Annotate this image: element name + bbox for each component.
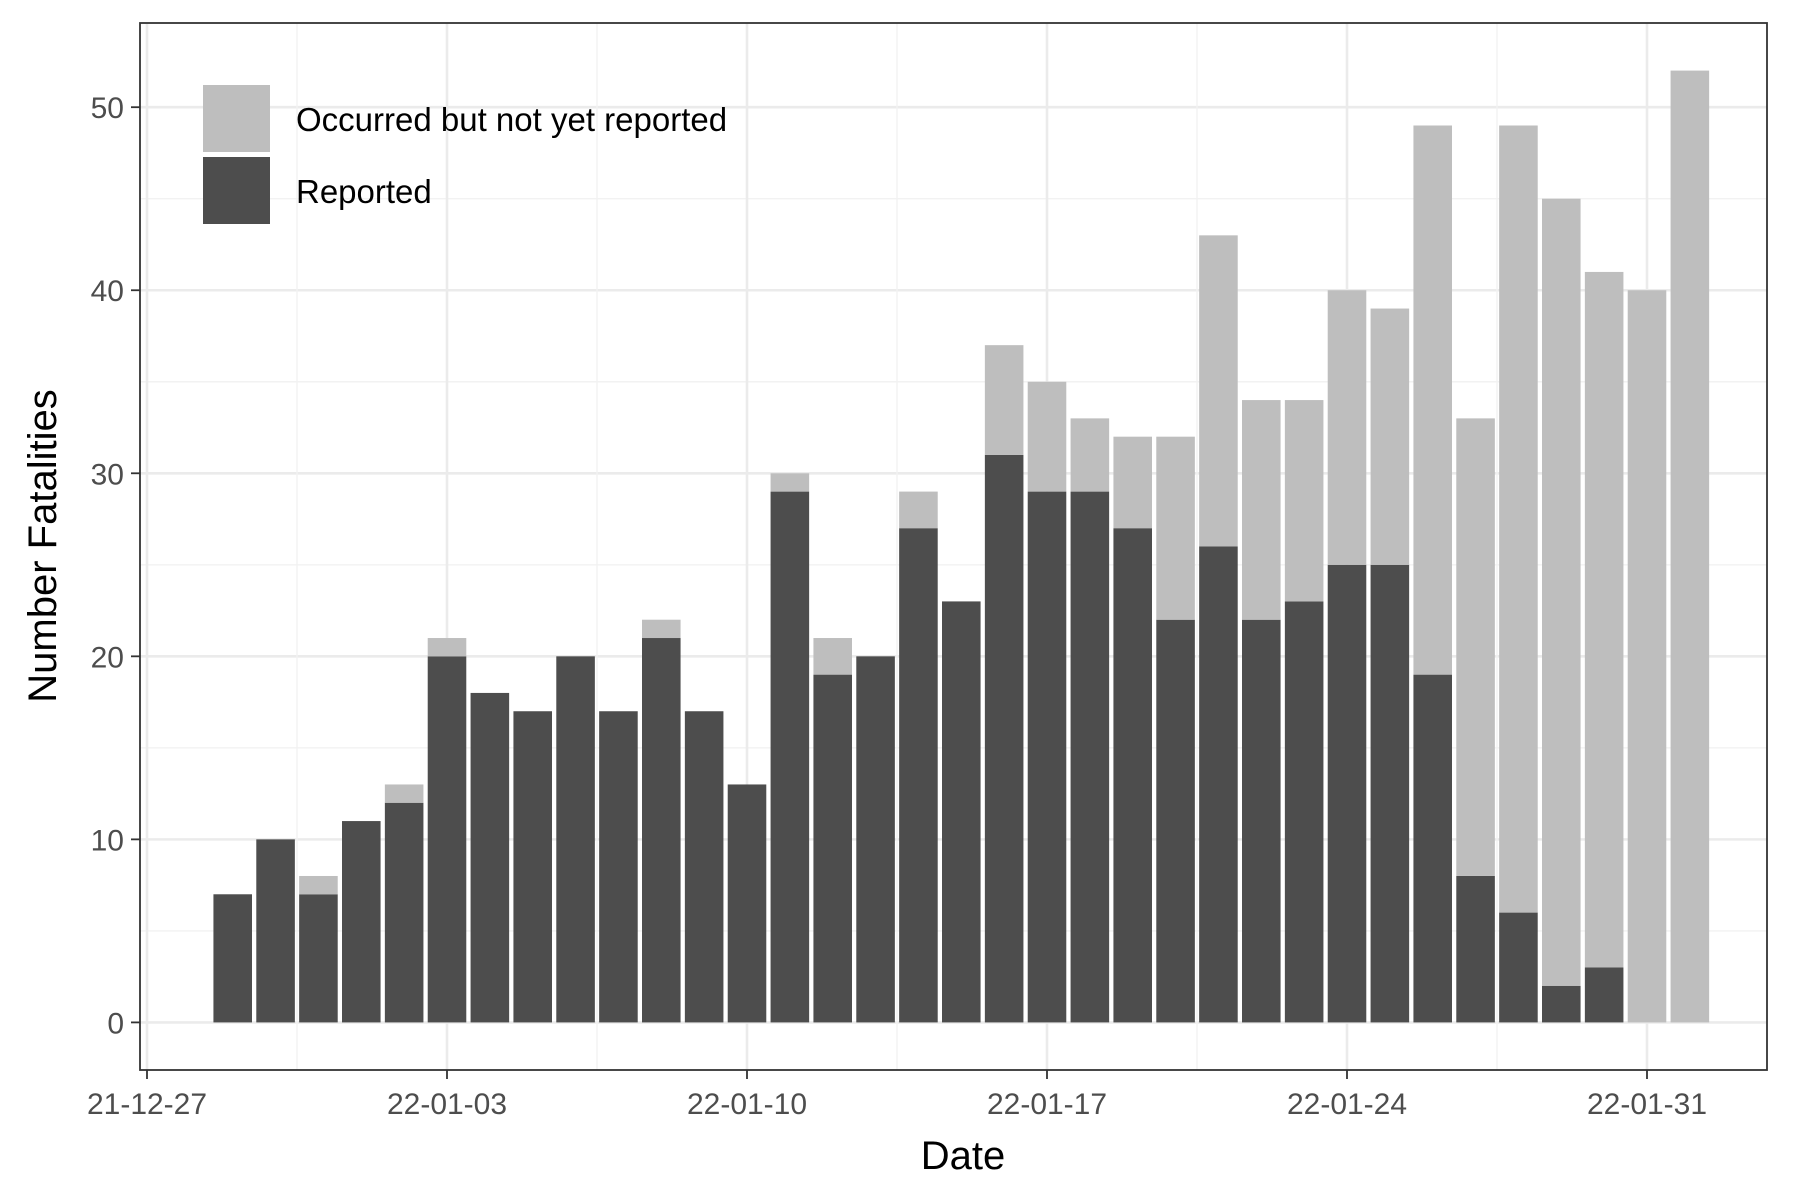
bar-not-yet-reported — [1284, 400, 1324, 602]
bar-reported — [427, 656, 467, 1023]
x-tick-label: 22-01-17 — [987, 1088, 1107, 1121]
bar-reported — [1113, 528, 1152, 1023]
bar-not-yet-reported — [1242, 400, 1281, 620]
bar-reported — [1327, 564, 1367, 1023]
y-axis-title: Number Fatalities — [21, 389, 65, 702]
x-tick-label: 22-01-03 — [387, 1088, 507, 1121]
bar-not-yet-reported — [1070, 418, 1110, 492]
y-tick-label: 20 — [91, 641, 124, 674]
bar-not-yet-reported — [1370, 308, 1410, 565]
bar-not-yet-reported — [1627, 290, 1667, 1023]
bar-reported — [556, 656, 595, 1023]
x-tick-label: 22-01-10 — [687, 1088, 807, 1121]
bar-reported — [1027, 491, 1067, 1023]
bar-reported — [1199, 546, 1238, 1023]
bar-reported — [299, 894, 338, 1023]
bar-not-yet-reported — [427, 638, 467, 657]
x-tick-label: 21-12-27 — [87, 1088, 207, 1121]
bar-reported — [213, 894, 252, 1023]
bar-reported — [813, 674, 852, 1023]
bar-not-yet-reported — [299, 875, 338, 895]
bar-reported — [1413, 674, 1452, 1023]
bar-reported — [470, 692, 510, 1023]
bar-not-yet-reported — [1413, 125, 1452, 675]
bar-not-yet-reported — [384, 784, 424, 803]
bar-not-yet-reported — [984, 345, 1024, 455]
bar-reported — [1499, 912, 1538, 1023]
bar-not-yet-reported — [1027, 381, 1067, 492]
bar-reported — [1456, 875, 1495, 1023]
axes: 0 10 20 30 40 50 21-12-27 22-01-03 22-01-10 22-01… — [87, 92, 1707, 1121]
bar-not-yet-reported — [770, 473, 810, 492]
y-tick-label: 30 — [91, 458, 124, 491]
bar-reported — [642, 638, 681, 1023]
bar-not-yet-reported — [1199, 235, 1238, 547]
x-tick-label: 22-01-31 — [1587, 1088, 1707, 1121]
bar-reported — [984, 454, 1024, 1023]
y-tick-label: 50 — [91, 92, 124, 125]
bar-reported — [727, 784, 767, 1023]
bar-not-yet-reported — [1542, 198, 1581, 986]
bar-not-yet-reported — [1456, 418, 1495, 876]
bar-not-yet-reported — [1156, 436, 1195, 620]
panel-border — [139, 22, 1768, 1071]
bar-reported — [1542, 985, 1581, 1023]
y-tick-label: 0 — [107, 1007, 124, 1040]
bar-reported — [599, 711, 638, 1023]
legend-label: Occurred but not yet reported — [296, 101, 727, 138]
legend-key — [203, 157, 270, 224]
bar-not-yet-reported — [1327, 290, 1367, 565]
bar-not-yet-reported — [642, 619, 681, 639]
bar-reported — [1370, 564, 1410, 1023]
y-tick-label: 40 — [91, 275, 124, 308]
y-tick-label: 10 — [91, 824, 124, 857]
bar-not-yet-reported — [813, 638, 852, 675]
bar-reported — [684, 711, 724, 1023]
bar-not-yet-reported — [1113, 436, 1152, 529]
bar-reported — [1584, 967, 1624, 1023]
legend-label: Reported — [296, 173, 432, 210]
bar-reported — [384, 802, 424, 1023]
bar-not-yet-reported — [1584, 271, 1624, 968]
bar-not-yet-reported — [899, 491, 938, 529]
bars — [213, 70, 1710, 1023]
legend: Occurred but not yet reported Reported — [203, 85, 727, 224]
bar-reported — [942, 601, 981, 1023]
bar-reported — [342, 821, 381, 1023]
x-tick-label: 22-01-24 — [1287, 1088, 1407, 1121]
x-axis-title: Date — [921, 1134, 1006, 1178]
legend-key — [203, 85, 270, 152]
bar-reported — [513, 711, 552, 1023]
bar-reported — [856, 656, 895, 1023]
bar-reported — [256, 839, 295, 1023]
bar-not-yet-reported — [1670, 70, 1710, 1023]
bar-reported — [770, 491, 810, 1023]
bar-reported — [1242, 619, 1281, 1023]
bar-reported — [1156, 619, 1195, 1023]
bar-not-yet-reported — [1499, 125, 1538, 913]
bar-reported — [1070, 491, 1110, 1023]
bar-reported — [1284, 601, 1324, 1023]
bar-reported — [899, 528, 938, 1023]
